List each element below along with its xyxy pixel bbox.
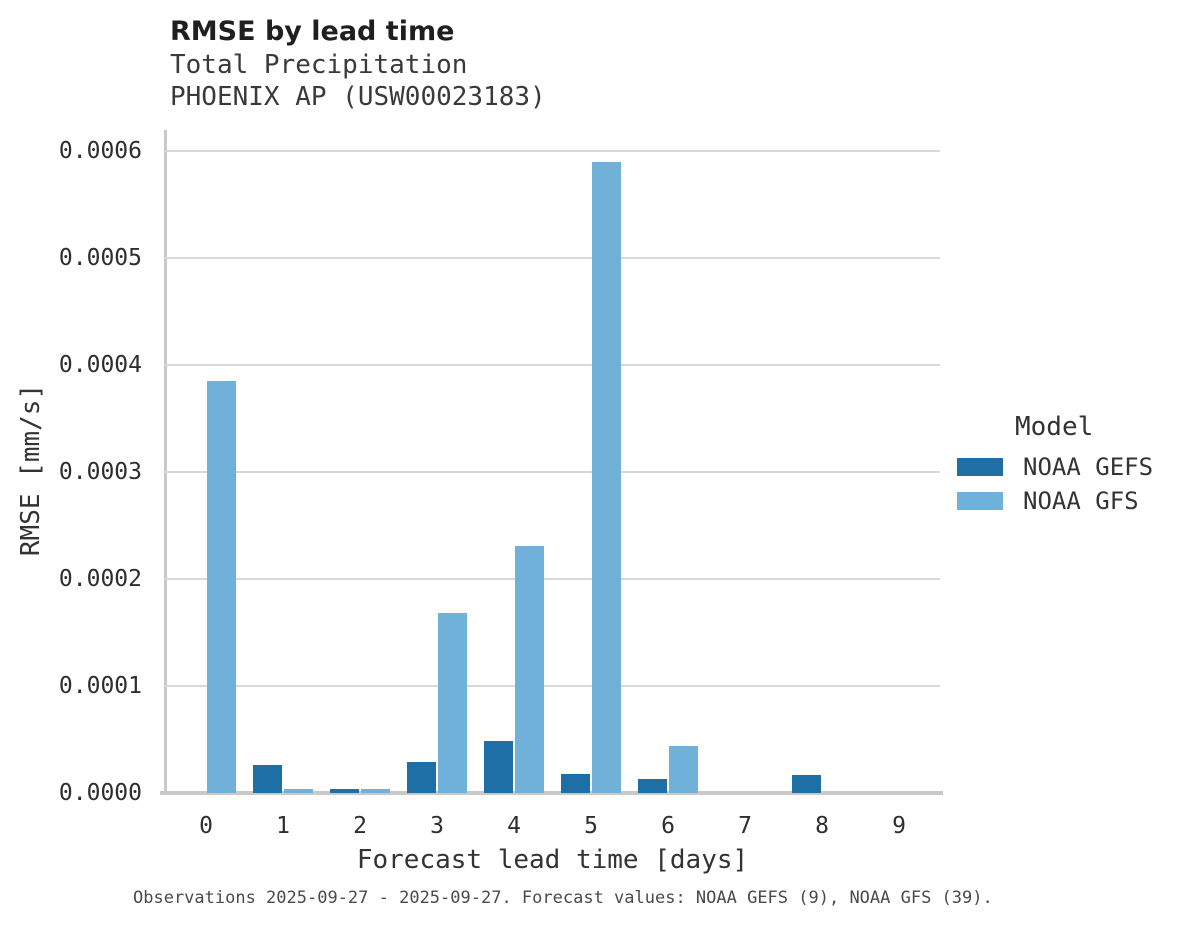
bar-noaa-gefs-day-6 — [638, 779, 667, 793]
x-tick-label-4: 4 — [507, 813, 521, 839]
x-tick-label-9: 9 — [892, 813, 906, 839]
y-tick-label-0.0005: 0.0005 — [58, 245, 142, 272]
bar-noaa-gfs-day-2 — [361, 788, 390, 793]
x-tick-label-3: 3 — [430, 813, 444, 839]
x-tick-label-8: 8 — [815, 813, 829, 839]
gridline-0.0004 — [165, 364, 940, 367]
bar-noaa-gefs-day-5 — [561, 773, 590, 793]
legend-entry-noaa-gefs: NOAA GEFS — [957, 453, 1154, 481]
legend-title: Model — [1015, 412, 1094, 442]
bar-noaa-gefs-day-3 — [407, 762, 436, 793]
bar-noaa-gfs-day-1 — [284, 788, 313, 793]
x-tick-label-7: 7 — [738, 813, 752, 839]
bar-noaa-gefs-day-1 — [253, 765, 282, 793]
plot-area — [165, 130, 940, 793]
x-tick-label-5: 5 — [584, 813, 598, 839]
bar-noaa-gfs-day-0 — [207, 381, 236, 793]
chart-subtitle-station: PHOENIX AP (USW00023183) — [170, 82, 546, 112]
gridline-0.0002 — [165, 578, 940, 581]
legend-swatch-gefs-icon — [957, 458, 1003, 476]
bar-noaa-gfs-day-3 — [438, 613, 467, 793]
y-axis-line — [164, 130, 167, 793]
x-tick-label-1: 1 — [276, 813, 290, 839]
gridline-0.0003 — [165, 471, 940, 474]
y-tick-label-0.0004: 0.0004 — [58, 352, 142, 379]
gridline-0.0001 — [165, 685, 940, 688]
x-axis-line — [160, 791, 943, 795]
y-tick-label-0.0000: 0.0000 — [58, 780, 142, 806]
legend-label-gfs: NOAA GFS — [1023, 487, 1139, 515]
legend-label-gefs: NOAA GEFS — [1023, 453, 1154, 481]
chart-title: RMSE by lead time — [170, 16, 455, 47]
x-tick-label-6: 6 — [661, 813, 675, 839]
y-tick-label-0.0003: 0.0003 — [58, 459, 142, 486]
x-tick-label-0: 0 — [199, 813, 213, 839]
y-tick-label-0.0002: 0.0002 — [58, 566, 142, 593]
y-axis-title: RMSE [mm/s] — [16, 383, 46, 557]
bar-noaa-gefs-day-8 — [792, 774, 821, 793]
gridline-0.0005 — [165, 257, 940, 260]
bar-noaa-gefs-day-2 — [330, 788, 359, 793]
chart-subtitle-variable: Total Precipitation — [170, 50, 468, 80]
footer-caption: Observations 2025-09-27 - 2025-09-27. Fo… — [133, 888, 993, 908]
y-tick-label-0.0001: 0.0001 — [58, 673, 142, 700]
legend-swatch-gfs-icon — [957, 492, 1003, 510]
bar-noaa-gfs-day-6 — [669, 745, 698, 793]
gridline-0.0006 — [165, 150, 940, 153]
bar-noaa-gfs-day-4 — [515, 546, 544, 793]
x-tick-label-2: 2 — [353, 813, 367, 839]
legend-entry-noaa-gfs: NOAA GFS — [957, 487, 1153, 515]
bar-noaa-gefs-day-4 — [484, 740, 513, 793]
legend: Model NOAA GEFS NOAA GFS — [957, 412, 1153, 522]
x-axis-title: Forecast lead time [days] — [356, 845, 749, 875]
bar-noaa-gfs-day-5 — [592, 162, 621, 793]
y-tick-label-0.0006: 0.0006 — [58, 138, 142, 165]
